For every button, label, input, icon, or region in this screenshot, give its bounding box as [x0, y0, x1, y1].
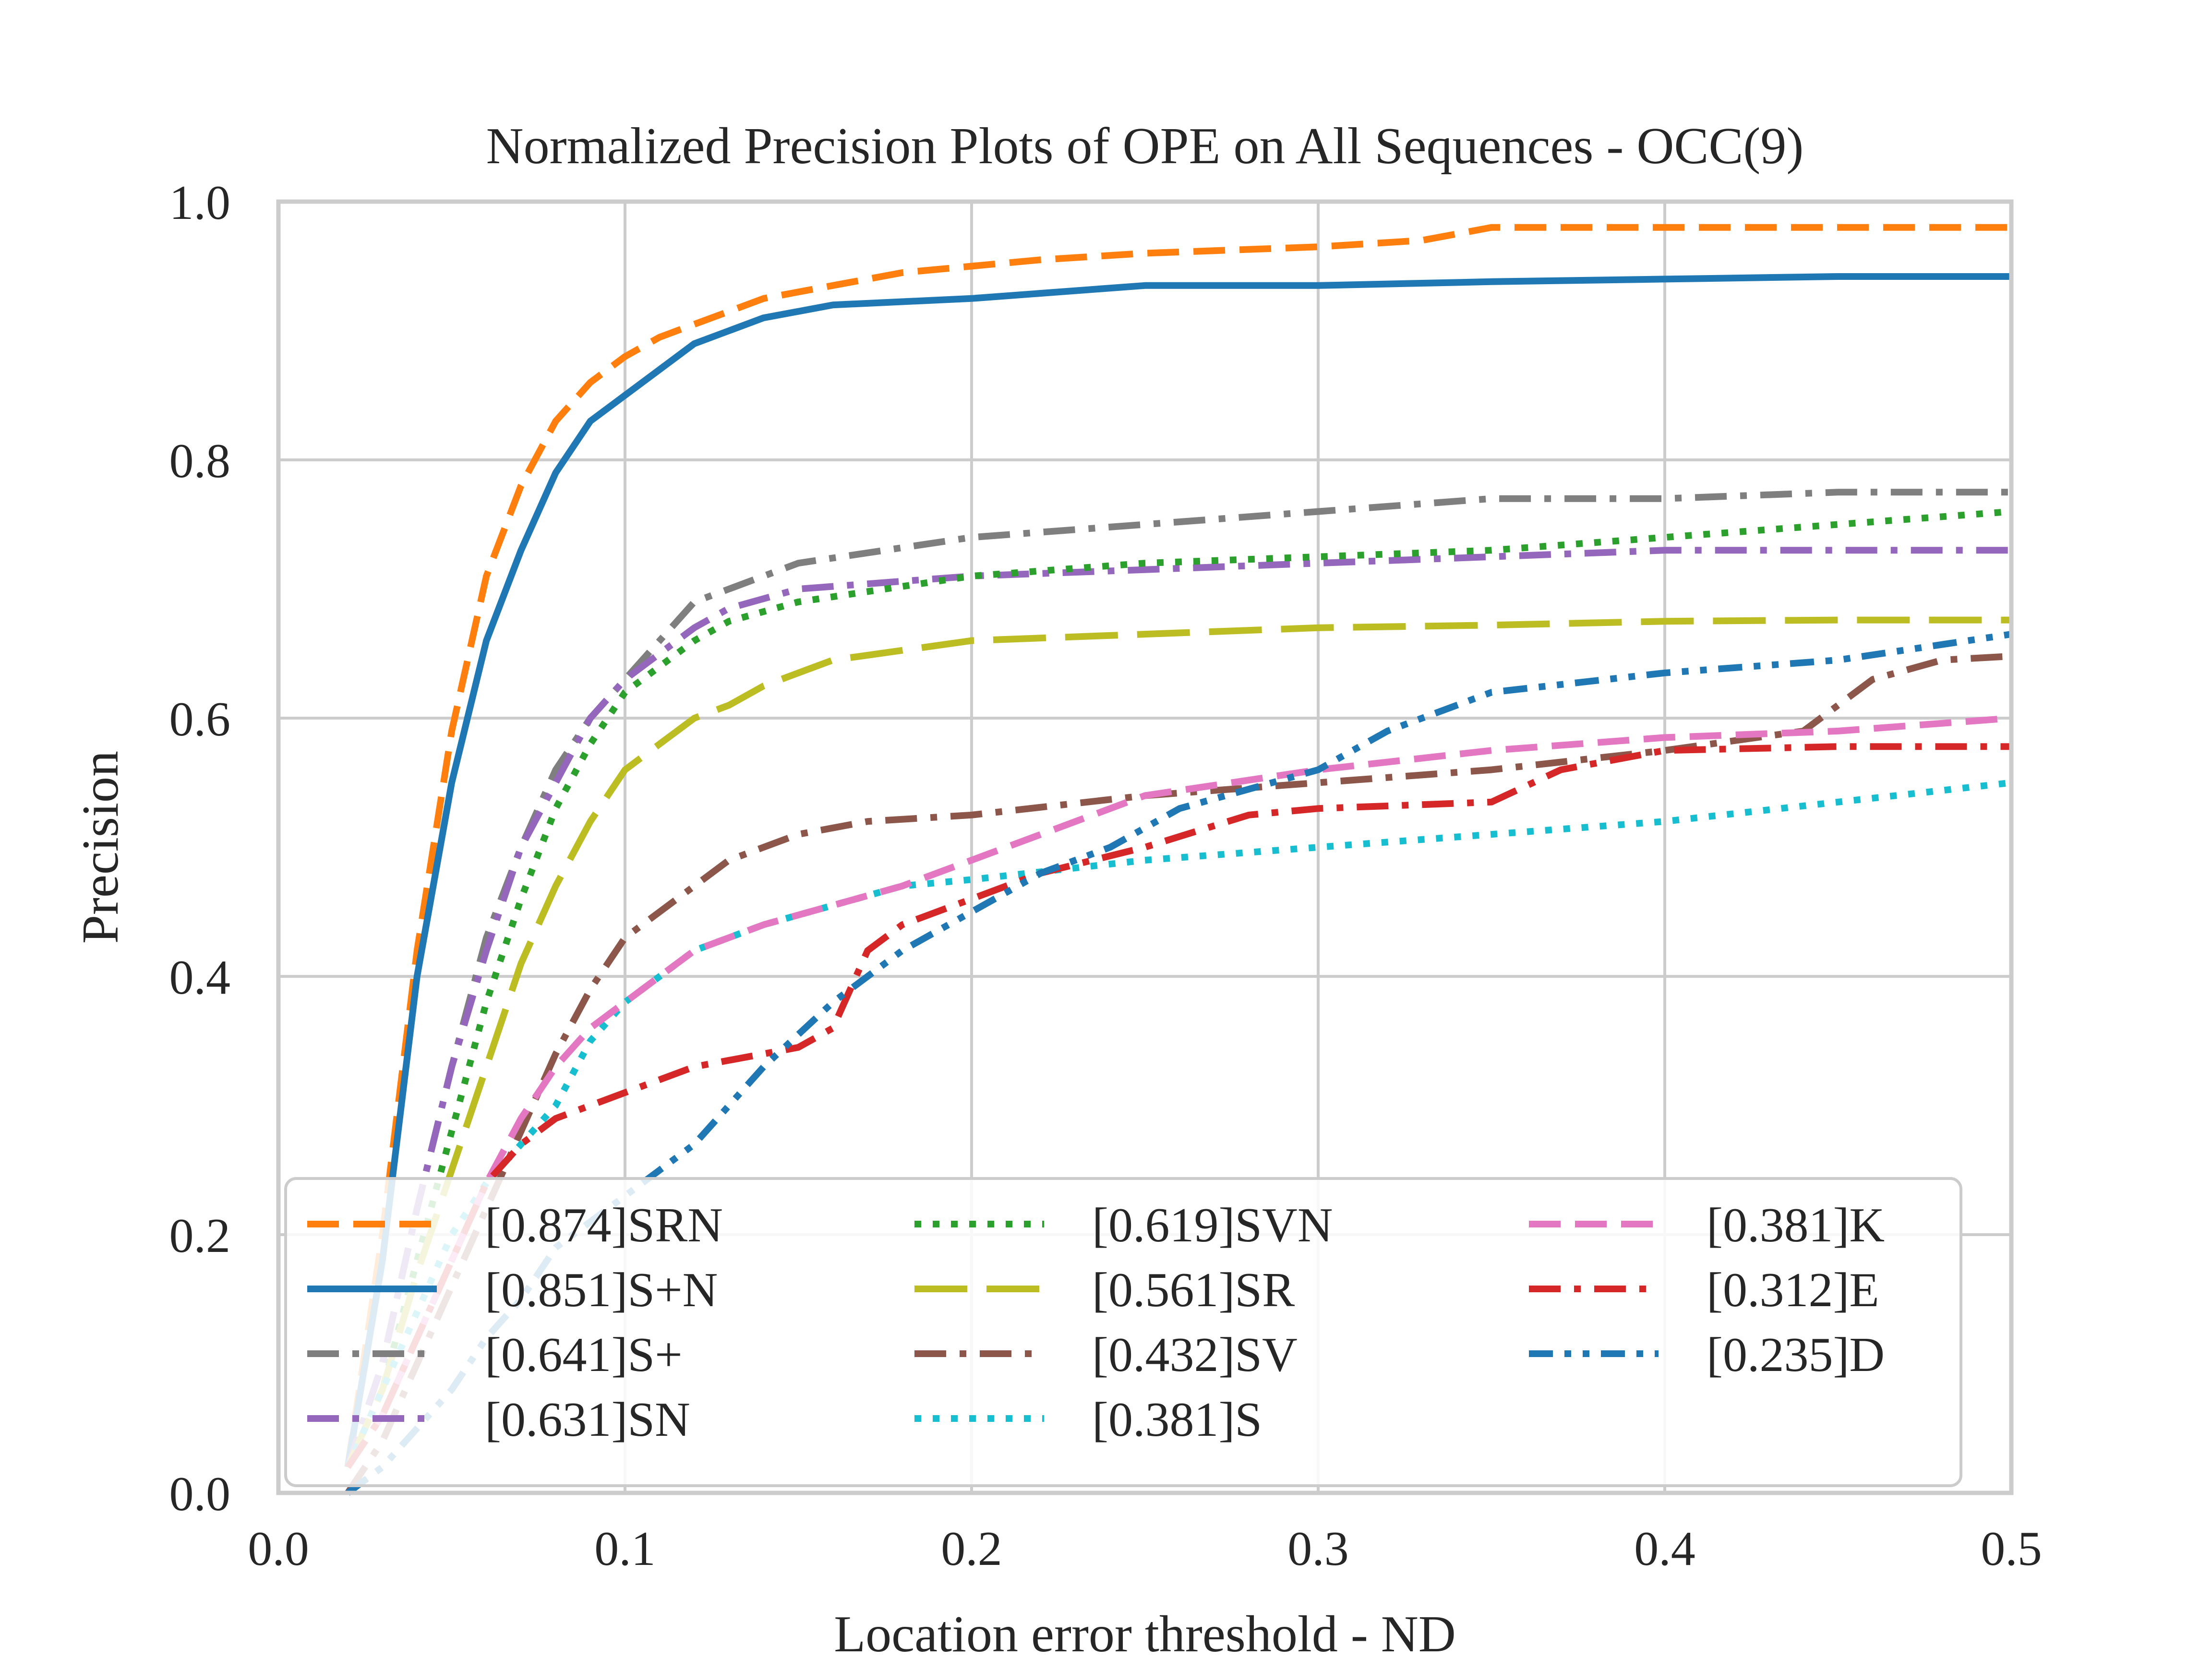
- y-tick-label: 0.8: [169, 434, 231, 488]
- x-tick-label: 0.5: [1981, 1522, 2042, 1576]
- x-tick-label: 0.4: [1634, 1522, 1695, 1576]
- series-line-1: [344, 224, 2011, 1468]
- legend-label: [0.851]S+N: [485, 1263, 718, 1317]
- series-line-9: [345, 715, 2012, 1469]
- y-tick-label: 0.4: [169, 950, 231, 1005]
- legend-label: [0.432]SV: [1092, 1328, 1298, 1382]
- legend-label: [0.874]SRN: [485, 1198, 723, 1252]
- x-tick-label: 0.1: [594, 1522, 656, 1576]
- tick-labels: 0.0 0.1 0.2 0.3 0.4 0.5 0.0 0.2 0.4 0.6 0.8 1.0: [169, 176, 2042, 1576]
- legend: [0.874]SRN [0.851]S+N [0.641]S+ [0.631]SN [0…: [284, 1177, 1962, 1487]
- series-layer: [344, 224, 2012, 1496]
- plot-frame: [276, 199, 2014, 1495]
- x-tick-label: 0.3: [1287, 1522, 1349, 1576]
- legend-label: [0.631]SN: [485, 1393, 690, 1447]
- y-axis-label: Precision: [72, 751, 129, 944]
- x-axis-label: Location error threshold - ND: [834, 1606, 1456, 1659]
- y-tick-label: 0.0: [169, 1467, 231, 1521]
- x-tick-label: 0.0: [248, 1522, 309, 1576]
- series-line-10: [345, 743, 2011, 1469]
- legend-label: [0.561]SR: [1092, 1263, 1295, 1317]
- series-line-6: [345, 616, 2011, 1469]
- legend-label: [0.619]SVN: [1092, 1198, 1333, 1252]
- chart-title: Normalized Precision Plots of OPE on All…: [486, 118, 1804, 175]
- legend-label: [0.381]K: [1707, 1198, 1885, 1252]
- series-line-4: [344, 547, 2011, 1468]
- x-tick-label: 0.2: [941, 1522, 1002, 1576]
- series-line-3: [344, 489, 2011, 1468]
- series-line-2: [344, 273, 2011, 1468]
- legend-label: [0.641]S+: [485, 1328, 683, 1382]
- series-line-11: [346, 631, 2012, 1496]
- legend-label: [0.381]S: [1092, 1393, 1262, 1447]
- y-tick-label: 0.2: [169, 1209, 231, 1263]
- y-tick-label: 0.6: [169, 692, 231, 746]
- legend-label: [0.312]E: [1707, 1263, 1879, 1317]
- legend-label: [0.235]D: [1707, 1328, 1885, 1382]
- y-tick-label: 1.0: [169, 176, 231, 230]
- legend-box: [284, 1177, 1962, 1487]
